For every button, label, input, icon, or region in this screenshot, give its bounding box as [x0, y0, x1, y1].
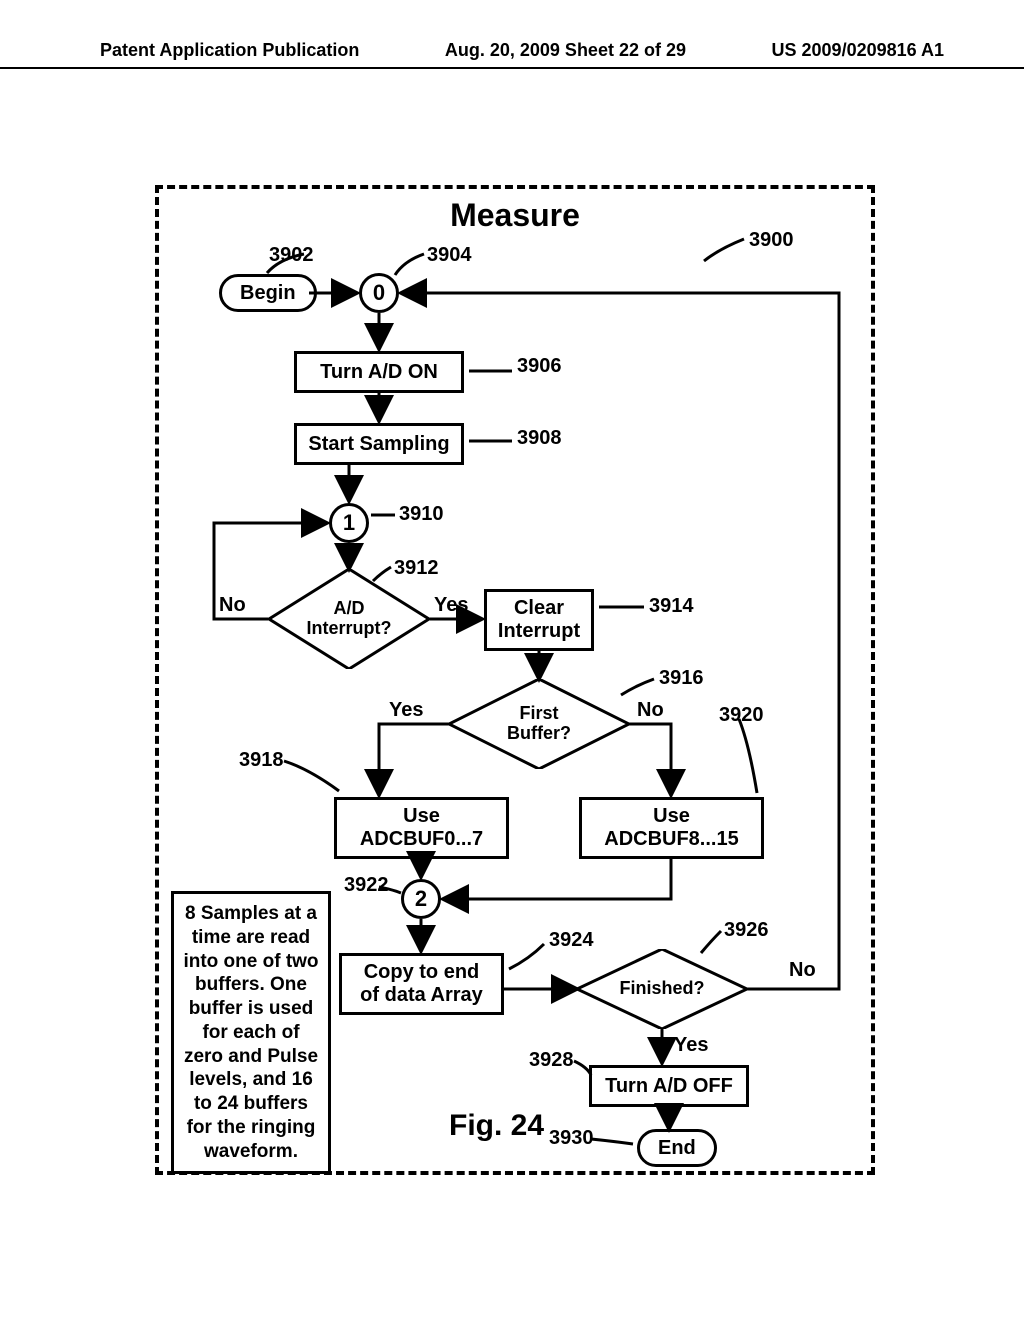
ref-3926: 3926	[724, 919, 769, 942]
process-copy-data: Copy to end of data Array	[339, 953, 504, 1015]
ref-3908: 3908	[517, 427, 562, 450]
header-left: Patent Application Publication	[100, 40, 359, 61]
ref-3910: 3910	[399, 503, 444, 526]
edge-label-no-fin: No	[789, 959, 816, 982]
header-right: US 2009/0209816 A1	[772, 40, 944, 61]
edge-label-yes-fb: Yes	[389, 699, 423, 722]
process-use-adcbuf-b: Use ADCBUF8...15	[579, 797, 764, 859]
ref-3902: 3902	[269, 244, 314, 267]
process-clear-interrupt: Clear Interrupt	[484, 589, 594, 651]
edge-label-no-fb: No	[637, 699, 664, 722]
decision-first-buffer: First Buffer?	[449, 679, 629, 769]
ref-3930: 3930	[549, 1127, 594, 1150]
decision-finished: Finished?	[577, 949, 747, 1029]
ref-3928: 3928	[529, 1049, 574, 1072]
terminator-end: End	[637, 1129, 717, 1167]
process-turn-ad-off: Turn A/D OFF	[589, 1065, 749, 1107]
connector-1: 1	[329, 503, 369, 543]
terminator-begin: Begin	[219, 274, 317, 312]
edge-label-no: No	[219, 594, 246, 617]
figure-label: Fig. 24	[449, 1109, 544, 1143]
flowchart-title: Measure	[450, 197, 580, 234]
process-use-adcbuf-a: Use ADCBUF0...7	[334, 797, 509, 859]
ref-3906: 3906	[517, 355, 562, 378]
process-turn-ad-on: Turn A/D ON	[294, 351, 464, 393]
connector-2: 2	[401, 879, 441, 919]
note-box: 8 Samples at a time are read into one of…	[171, 891, 331, 1174]
ref-3912: 3912	[394, 557, 439, 580]
ref-3914: 3914	[649, 595, 694, 618]
ref-3920: 3920	[719, 704, 764, 727]
connector-0: 0	[359, 273, 399, 313]
header-mid: Aug. 20, 2009 Sheet 22 of 29	[445, 40, 686, 61]
ref-3916: 3916	[659, 667, 704, 690]
ref-3922: 3922	[344, 874, 389, 897]
page-header: Patent Application Publication Aug. 20, …	[0, 40, 1024, 69]
flowchart-measure: Measure Begin 3902 0 3904 3900 Turn A/D …	[155, 185, 875, 1175]
page: Patent Application Publication Aug. 20, …	[0, 0, 1024, 1320]
edge-label-yes: Yes	[434, 594, 468, 617]
decision-ad-interrupt: A/D Interrupt?	[269, 569, 429, 669]
process-start-sampling: Start Sampling	[294, 423, 464, 465]
ref-3900: 3900	[749, 229, 794, 252]
ref-3918: 3918	[239, 749, 284, 772]
ref-3904: 3904	[427, 244, 472, 267]
edge-label-yes-fin: Yes	[674, 1034, 708, 1057]
